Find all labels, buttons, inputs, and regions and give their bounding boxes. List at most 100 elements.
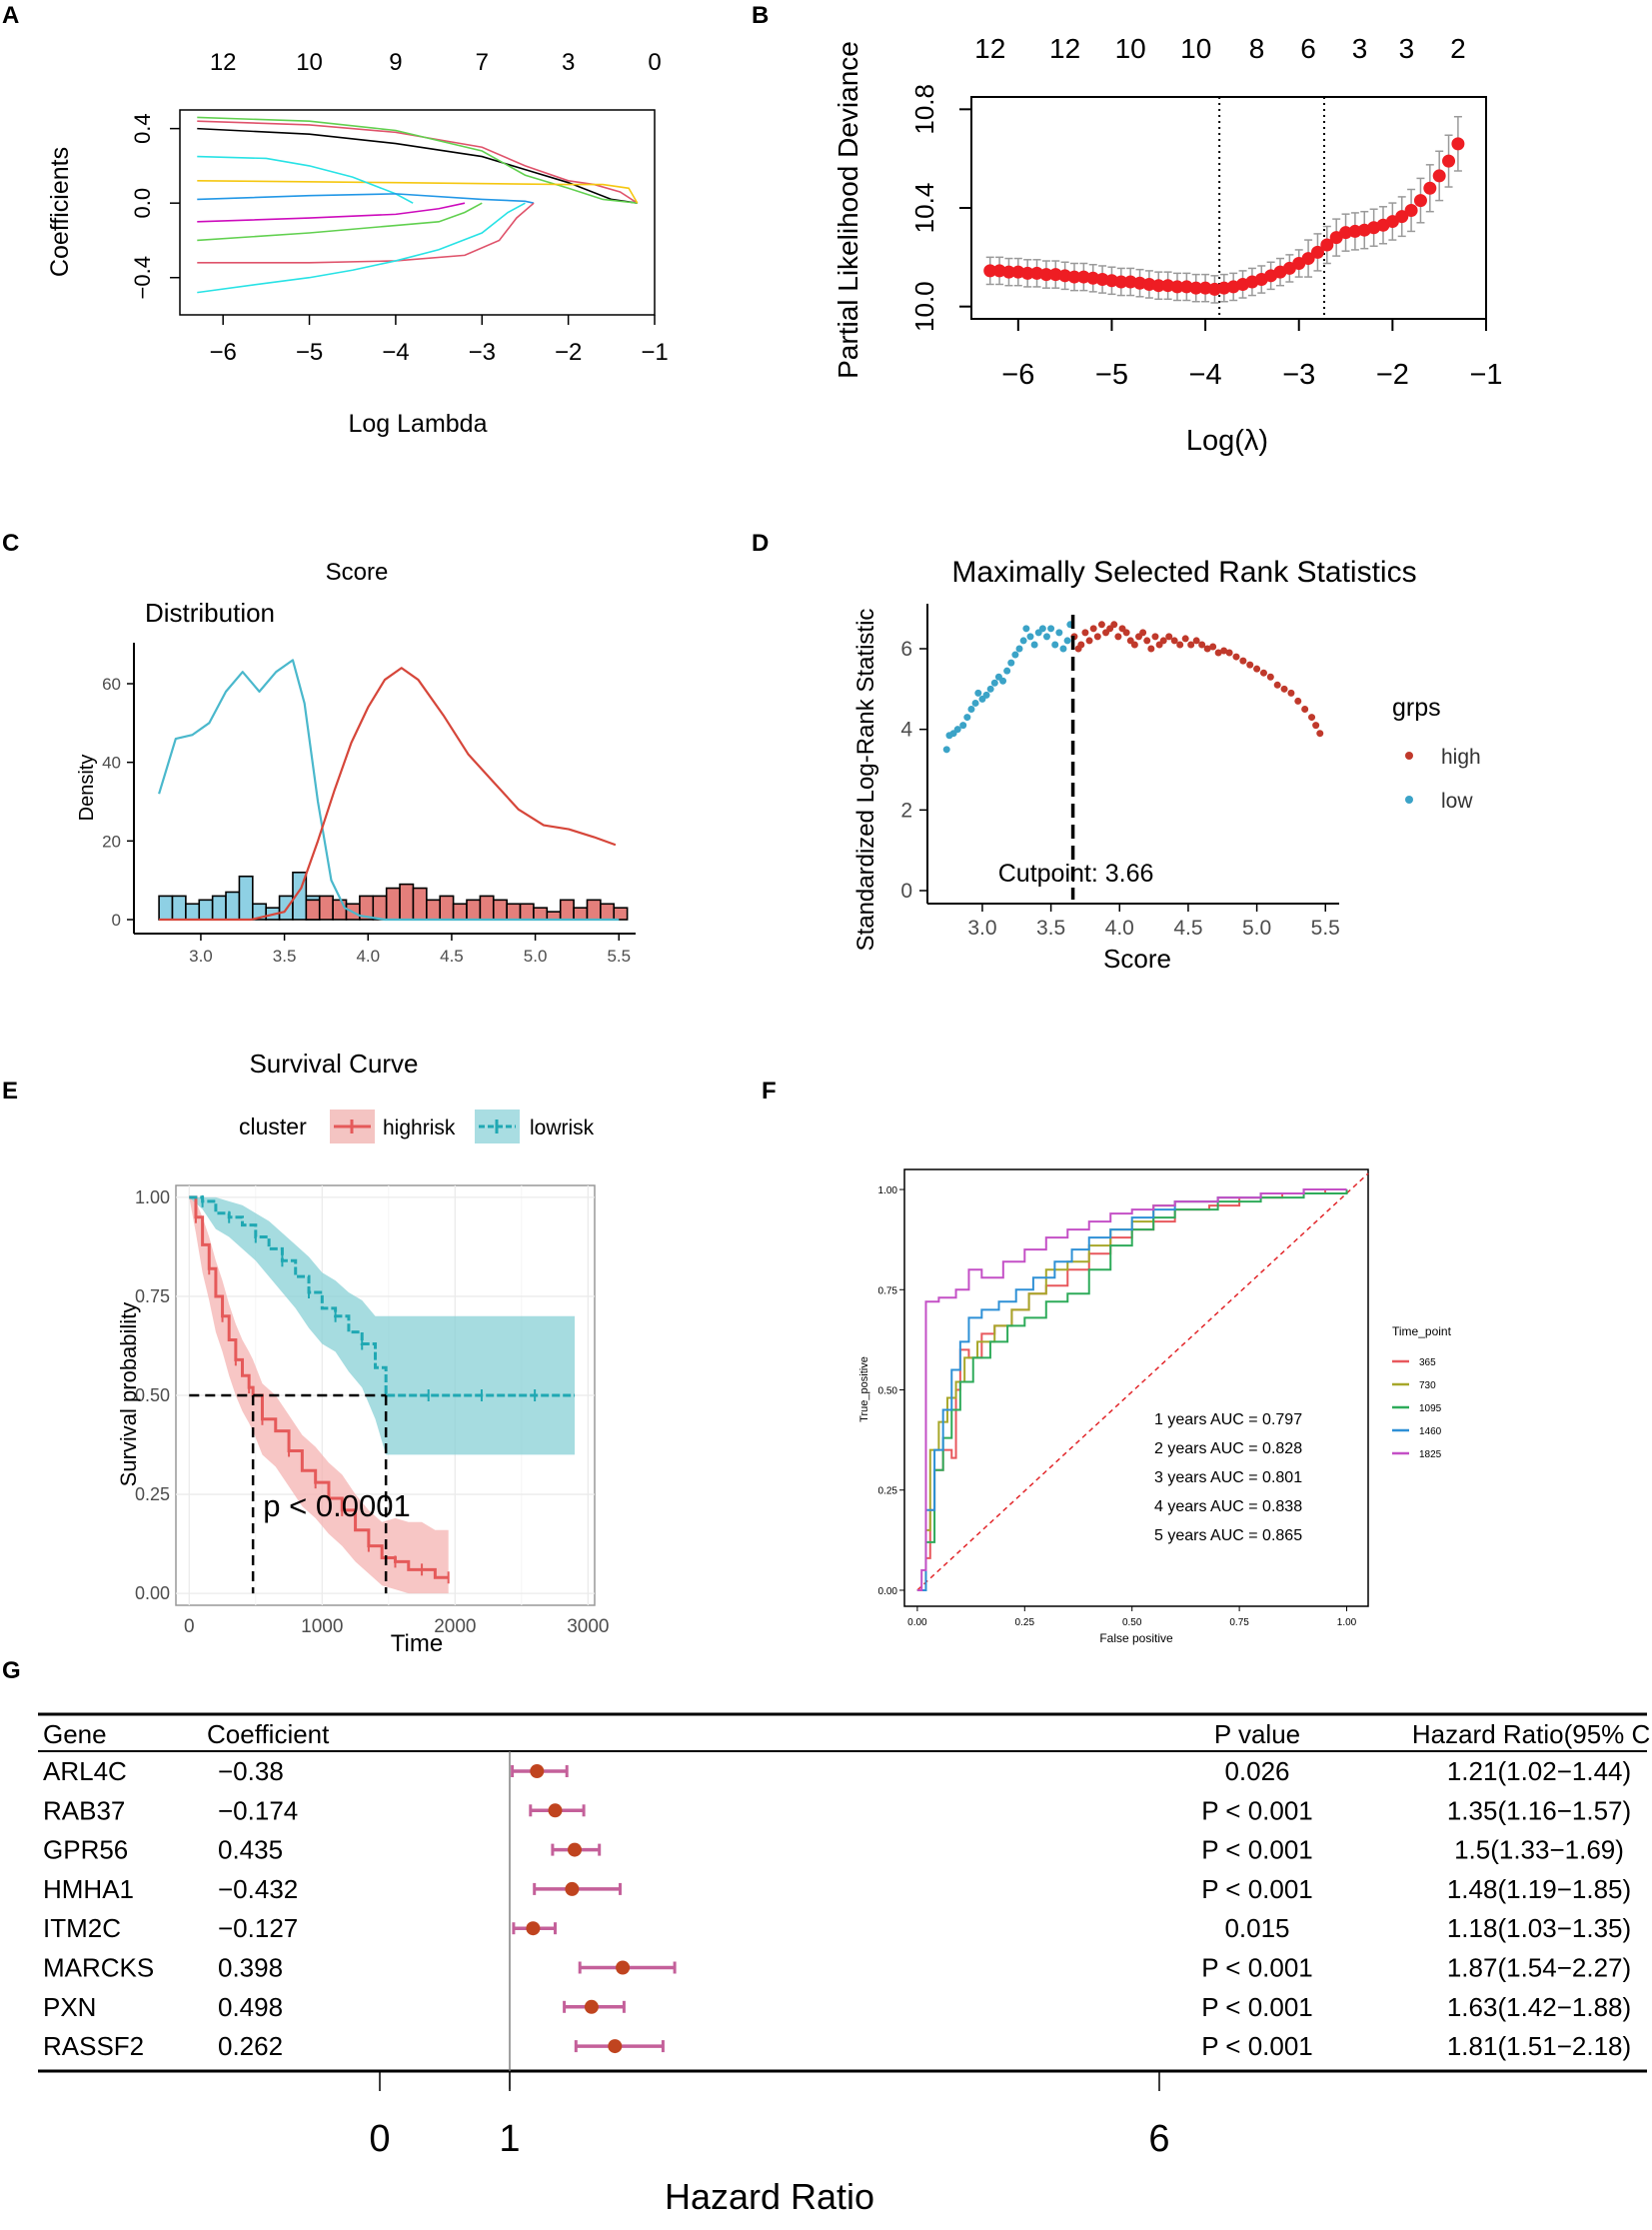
rank-point-high [1093, 633, 1101, 641]
deviance-point-b [983, 264, 997, 278]
rank-point-high [1143, 637, 1151, 645]
survival-curve-highrisk [189, 1195, 449, 1579]
chart-subtitle-c: Distribution [145, 598, 275, 628]
hazard-ratio-ci-g: 1.21(1.02−1.44) [1447, 1756, 1631, 1786]
rank-point-high [1165, 633, 1173, 641]
rank-point-low [1038, 625, 1046, 633]
p-value-g: P < 0.001 [1201, 1795, 1313, 1825]
x-tick-label-e: 0 [184, 1616, 195, 1637]
deviance-point-b [1395, 210, 1409, 224]
x-tick-label-g: 1 [499, 2118, 520, 2160]
x-tick-label-d: 3.0 [967, 917, 996, 940]
deviance-point-b [1151, 279, 1165, 293]
hazard-point-g [616, 1960, 631, 1975]
cutpoint-label-d: Cutpoint: 3.66 [998, 860, 1154, 888]
rank-point-high [1301, 706, 1309, 713]
rank-point-low [1019, 637, 1027, 645]
rank-point-high [1089, 625, 1097, 633]
p-value-g: 0.015 [1224, 1913, 1289, 1943]
coef-path-cyan_top [197, 155, 414, 204]
y-tick-label-e: 0.00 [135, 1583, 170, 1603]
deviance-point-b [1451, 137, 1465, 151]
x-tick-label-c: 3.5 [273, 947, 297, 966]
rank-point-high [1170, 637, 1178, 645]
y-tick-label-c: 60 [102, 675, 121, 694]
coefficient-g: 0.398 [218, 1953, 283, 1983]
panel-label-a: A [2, 2, 20, 29]
rank-point-high [1192, 637, 1200, 645]
x-tick-label-d: 4.5 [1173, 917, 1202, 940]
hazard-ratio-ci-g: 1.35(1.16−1.57) [1447, 1795, 1631, 1825]
rank-point-low [1030, 641, 1038, 649]
p-value-g: P < 0.001 [1201, 1992, 1313, 2022]
rank-point-high [1159, 637, 1167, 645]
y-tick-label-b: 10.8 [909, 84, 939, 135]
rank-point-low [1051, 641, 1059, 649]
deviance-point-b [1423, 181, 1437, 195]
hazard-ratio-ci-g: 1.87(1.54−2.27) [1447, 1953, 1631, 1983]
rank-point-high [1232, 653, 1240, 661]
rank-point-low [986, 685, 994, 693]
hazard-ratio-ci-g: 1.18(1.03−1.35) [1447, 1913, 1631, 1943]
deviance-point-b [1170, 280, 1184, 294]
deviance-point-b [1114, 275, 1128, 289]
coefficient-g: 0.262 [218, 2031, 283, 2061]
rank-point-high [1294, 697, 1302, 705]
coef-path-purple [197, 202, 466, 223]
x-tick-label-a: −6 [209, 339, 236, 366]
top-tick-label-b: 6 [1300, 33, 1316, 64]
y-axis-label-e: Survival probability [116, 1302, 141, 1487]
header-p-value: P value [1214, 1719, 1300, 1749]
p-value-g: P < 0.001 [1201, 1953, 1313, 1983]
top-tick-label-a: 7 [476, 49, 489, 76]
rank-point-low [1063, 637, 1071, 645]
coef-path-cyan_low [197, 202, 526, 294]
rank-point-high [1253, 665, 1261, 673]
rank-point-low [942, 746, 950, 754]
rank-point-low [963, 714, 971, 722]
rank-point-high [1198, 641, 1206, 649]
rank-point-high [1176, 641, 1184, 649]
rank-point-low [1026, 633, 1034, 641]
coef-path-red_low [197, 202, 535, 264]
panel-label-d: D [752, 530, 770, 557]
top-tick-label-b: 10 [1115, 33, 1146, 64]
rank-point-low [1055, 629, 1063, 637]
coefficient-g: −0.174 [218, 1795, 298, 1825]
x-tick-label-c: 4.0 [356, 947, 380, 966]
p-value-g: P < 0.001 [1201, 1874, 1313, 1904]
rank-point-high [1203, 645, 1211, 653]
rank-point-high [1239, 657, 1247, 665]
x-tick-label-f: 1.00 [1337, 1617, 1357, 1628]
rank-point-high [1187, 641, 1195, 649]
deviance-point-b [1001, 265, 1015, 279]
chart-d: Maximally Selected Rank Statistics Stand… [852, 556, 1481, 974]
rank-point-high [1214, 649, 1222, 657]
hazard-point-g [568, 1842, 582, 1857]
deviance-point-b [1320, 238, 1334, 252]
hazard-ratio-ci-g: 1.48(1.19−1.85) [1447, 1874, 1631, 1904]
y-axis-label-c: Density [76, 755, 98, 822]
y-tick-label-a: −0.4 [130, 256, 155, 299]
hist-bar-high [613, 907, 629, 921]
top-tick-label-a: 10 [296, 49, 323, 76]
rank-point-high [1266, 673, 1274, 681]
x-tick-label-c: 4.5 [440, 947, 464, 966]
rank-point-high [1259, 669, 1267, 677]
y-tick-label-b: 10.0 [909, 281, 939, 332]
x-axis-label-a: Log Lambda [348, 410, 487, 438]
p-value-g: P < 0.001 [1201, 2031, 1313, 2061]
hazard-ratio-ci-g: 1.5(1.33−1.69) [1454, 1835, 1624, 1865]
rank-point-low [1042, 633, 1050, 641]
coef-path-red_top [197, 120, 639, 204]
rank-point-low [1003, 667, 1011, 675]
y-axis-label-f: True_positive [858, 1356, 870, 1422]
chart-title-e: Survival Curve [249, 1049, 418, 1079]
gene-name-g: RASSF2 [43, 2031, 144, 2061]
rank-point-low [959, 722, 967, 730]
top-tick-label-a: 0 [648, 49, 661, 76]
y-tick-label-e: 0.25 [135, 1484, 170, 1504]
y-tick-label-b: 10.4 [909, 183, 939, 234]
top-tick-label-a: 9 [389, 49, 402, 76]
